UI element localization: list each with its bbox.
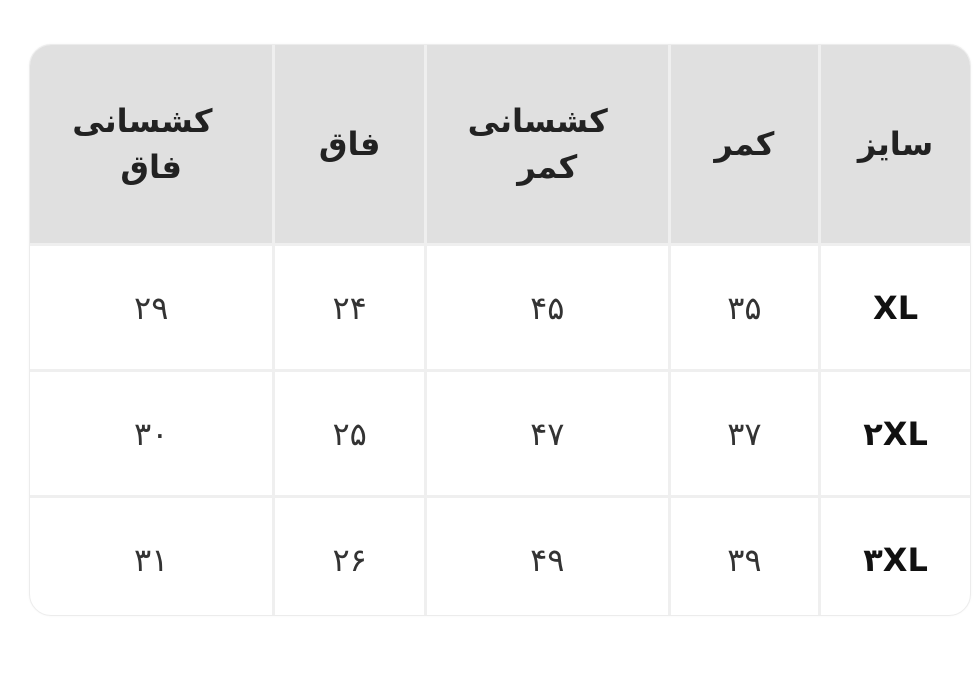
cell-rise: ۲۶ [272,495,427,615]
header-rise: فاق [272,45,427,246]
cell-size: ۳XL [818,495,970,615]
cell-rise: ۲۵ [272,369,427,498]
header-row: سایز کمر کشسانی کمر فاق کشسانی فاق [30,45,970,246]
cell-rise-stretch: ۳۱ [30,495,276,615]
cell-rise-stretch: ۳۰ [30,369,276,498]
header-waist: کمر [667,45,822,246]
cell-waist: ۳۷ [667,369,822,498]
cell-waist-stretch: ۴۵ [423,243,671,372]
cell-waist-stretch: ۴۹ [423,495,671,615]
size-table: سایز کمر کشسانی کمر فاق کشسانی فاق XL ۳۵… [30,45,970,615]
cell-rise: ۲۴ [272,243,427,372]
size-table-container: سایز کمر کشسانی کمر فاق کشسانی فاق XL ۳۵… [29,44,971,616]
cell-rise-stretch: ۲۹ [30,243,276,372]
table-row: XL ۳۵ ۴۵ ۲۴ ۲۹ [30,243,970,372]
header-rise-stretch: کشسانی فاق [30,45,276,246]
cell-waist: ۳۹ [667,495,822,615]
cell-waist-stretch: ۴۷ [423,369,671,498]
cell-waist: ۳۵ [667,243,822,372]
header-size: سایز [818,45,970,246]
cell-size: XL [818,243,970,372]
cell-size: ۲XL [818,369,970,498]
table-row: ۳XL ۳۹ ۴۹ ۲۶ ۳۱ [30,495,970,615]
header-waist-stretch: کشسانی کمر [423,45,671,246]
table-row: ۲XL ۳۷ ۴۷ ۲۵ ۳۰ [30,369,970,498]
